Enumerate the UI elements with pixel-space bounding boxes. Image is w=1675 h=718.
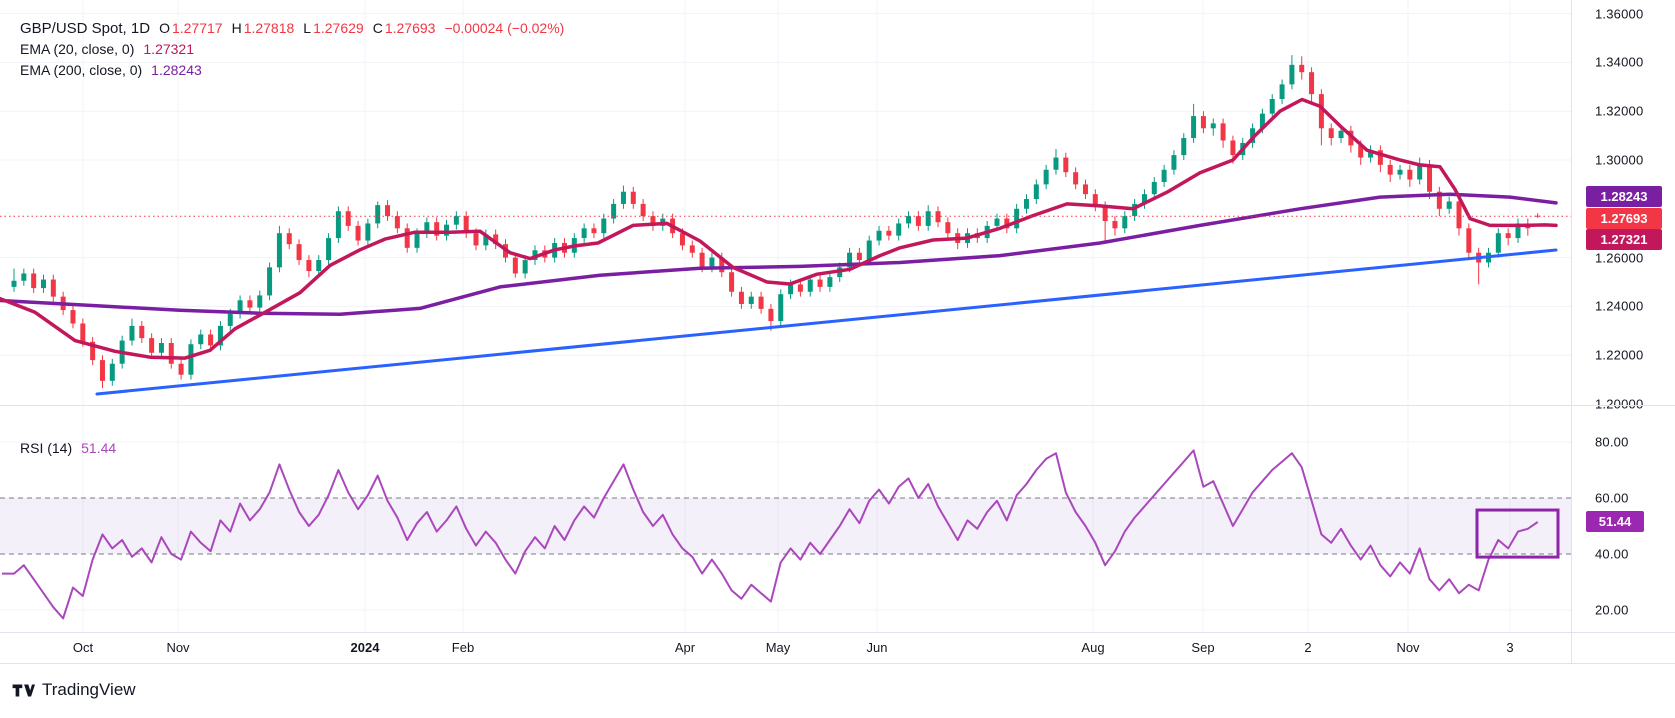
time-axis-label: Sep — [1191, 640, 1215, 655]
candles-series[interactable] — [11, 55, 1541, 389]
symbol-title: GBP/USD Spot, 1D — [20, 20, 151, 37]
rsi-tick-label: 40.00 — [1595, 546, 1629, 562]
chart-bottom-border — [0, 663, 1675, 664]
time-axis-label: Jun — [866, 640, 888, 655]
price-tick-label: 1.26000 — [1595, 250, 1644, 266]
axis-divider — [1571, 0, 1572, 663]
time-axis-label: Nov — [166, 640, 190, 655]
price-tick-label: 1.32000 — [1595, 103, 1644, 119]
last-price-badge: 1.27693 — [1586, 208, 1662, 229]
rsi-tick-label: 80.00 — [1595, 434, 1629, 450]
time-axis-label: Feb — [451, 640, 475, 655]
rsi-value-badge: 51.44 — [1586, 511, 1644, 532]
price-scale[interactable]: 1.36000 1.34000 1.32000 1.30000 1.26000 1.240… — [1572, 0, 1675, 663]
change-value: −0.00024 (−0.02%) — [444, 20, 565, 36]
rsi-tick-label: 20.00 — [1595, 602, 1629, 618]
time-axis-label: May — [765, 640, 791, 655]
tradingview-brand-link[interactable]: TradingView — [12, 680, 136, 700]
time-axis-label: 2024 — [350, 640, 380, 655]
ema20-legend-row[interactable]: EMA (20, close, 0) 1.27321 — [20, 41, 564, 62]
time-scale[interactable]: Oct Nov 2024 Feb Apr May Jun Aug Sep 2 Nov 3 — [0, 632, 1572, 663]
high-value: H 1.27818 — [231, 20, 295, 36]
symbol-ohlc-row[interactable]: GBP/USD Spot, 1D O 1.27717 H 1.27818 L 1.27… — [20, 20, 564, 41]
ema200-price-badge: 1.28243 — [1586, 186, 1662, 207]
time-axis-divider — [0, 632, 1675, 633]
symbol-legend[interactable]: GBP/USD Spot, 1D O 1.27717 H 1.27818 L 1.27… — [20, 20, 564, 83]
ema20-label: EMA (20, close, 0) — [20, 41, 135, 57]
rsi-band — [0, 497, 1572, 555]
rsi-value: 51.44 — [81, 440, 117, 456]
ema200-label: EMA (200, close, 0) — [20, 62, 143, 78]
price-tick-label: 1.22000 — [1595, 347, 1644, 363]
price-tick-label: 1.24000 — [1595, 298, 1644, 314]
time-axis-label: 2 — [1304, 640, 1312, 655]
footer: TradingView — [0, 664, 1675, 718]
time-axis-label: Nov — [1396, 640, 1420, 655]
rsi-line[interactable] — [2, 449, 1539, 620]
time-axis-label: Apr — [674, 640, 696, 655]
tradingview-logo-icon — [12, 683, 35, 697]
price-tick-label: 1.34000 — [1595, 54, 1644, 70]
time-axis-label: 3 — [1506, 640, 1514, 655]
ema20-value: 1.27321 — [143, 41, 194, 57]
price-tick-label: 1.30000 — [1595, 152, 1644, 168]
ema20-price-badge: 1.27321 — [1586, 229, 1662, 250]
rsi-label: RSI (14) — [20, 440, 73, 456]
open-value: O 1.27717 — [159, 20, 223, 36]
rsi-tick-label: 60.00 — [1595, 490, 1629, 506]
price-tick-label: 1.36000 — [1595, 6, 1644, 22]
grid-layer — [0, 0, 1572, 632]
ema20-line[interactable] — [0, 97, 1558, 360]
time-axis-label: Oct — [72, 640, 94, 655]
ema200-value: 1.28243 — [151, 62, 202, 78]
chart-plot-area[interactable] — [0, 0, 1572, 663]
price-tick-label: 1.20000 — [1595, 396, 1644, 412]
rsi-legend[interactable]: RSI (14) 51.44 — [20, 440, 116, 461]
pane-resize-handle[interactable] — [0, 405, 1675, 406]
close-value: C 1.27693 — [372, 20, 436, 36]
trendline-drawing[interactable] — [95, 248, 1558, 396]
time-axis-label: Aug — [1081, 640, 1105, 655]
tradingview-brand-text: TradingView — [42, 680, 136, 699]
ema200-legend-row[interactable]: EMA (200, close, 0) 1.28243 — [20, 62, 564, 83]
low-value: L 1.27629 — [303, 20, 364, 36]
rsi-highlight-box[interactable] — [1475, 508, 1560, 559]
